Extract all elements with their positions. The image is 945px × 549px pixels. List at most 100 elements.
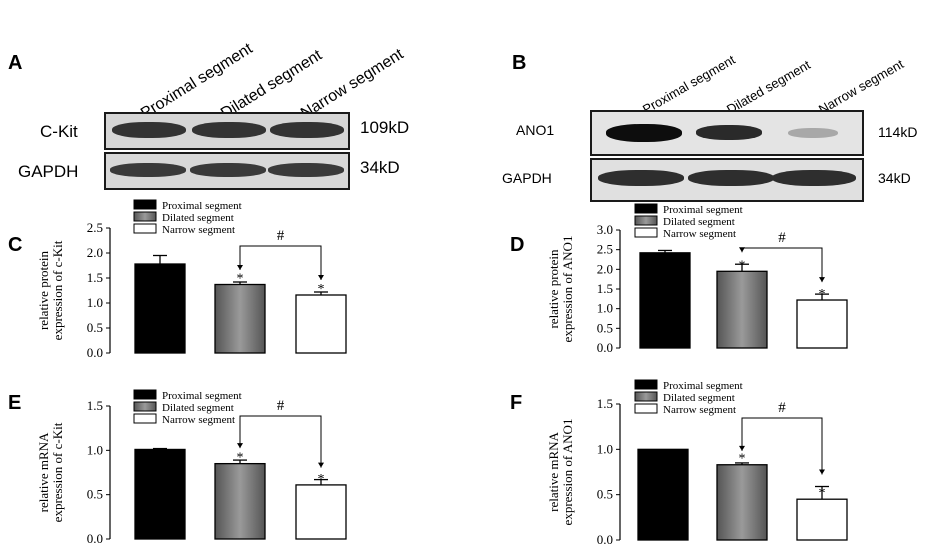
legend-swatch — [634, 403, 658, 414]
bracket-arrow — [739, 445, 745, 451]
y-tick-label: 2.5 — [87, 220, 103, 235]
y-tick-label: 0.0 — [87, 531, 103, 546]
legend-swatch — [133, 413, 157, 424]
bar — [796, 498, 848, 541]
y-tick-label: 0.5 — [87, 487, 103, 502]
protein-label: GAPDH — [18, 162, 79, 181]
legend-label: Dilated segment — [663, 216, 735, 228]
significance-bracket — [239, 245, 322, 280]
blot-band — [112, 122, 186, 138]
legend-label: Dilated segment — [162, 212, 234, 224]
bar — [637, 448, 689, 541]
bar — [716, 464, 768, 541]
bracket-arrow — [739, 247, 745, 253]
blot-band — [598, 170, 684, 186]
significance-hash: # — [778, 230, 786, 246]
size-label: 109kD — [360, 118, 410, 137]
blot-band — [270, 122, 344, 138]
y-tick-label: 0.5 — [597, 320, 613, 335]
significance-bracket — [239, 415, 322, 468]
significance-star: * — [739, 258, 746, 273]
y-tick-label: 3.0 — [597, 222, 613, 237]
blot-band — [696, 125, 762, 140]
bar — [295, 484, 347, 540]
y-tick-label: 2.0 — [597, 261, 613, 276]
significance-star: * — [237, 451, 244, 466]
blot-band — [606, 124, 682, 142]
lane-label: Proximal segment — [640, 51, 738, 117]
bar — [134, 263, 186, 354]
y-tick-label: 0.0 — [597, 340, 613, 355]
legend-swatch — [133, 199, 157, 210]
protein-label: C-Kit — [40, 122, 78, 141]
y-tick-label: 1.0 — [87, 295, 103, 310]
legend-swatch — [133, 389, 157, 400]
legend-swatch — [133, 211, 157, 222]
y-tick-label: 1.5 — [597, 396, 613, 411]
blot-band — [192, 122, 266, 138]
bracket-arrow — [819, 277, 825, 283]
legend-swatch — [634, 391, 658, 402]
y-tick-label: 0.0 — [87, 345, 103, 360]
significance-bracket — [741, 417, 823, 475]
significance-hash: # — [778, 400, 786, 416]
y-tick-label: 0.5 — [87, 320, 103, 335]
significance-star: * — [739, 452, 746, 467]
significance-hash: # — [277, 228, 285, 244]
blot-band — [688, 170, 774, 186]
size-label: 34kD — [360, 158, 400, 177]
legend-label: Proximal segment — [162, 200, 242, 212]
significance-star: * — [318, 282, 325, 297]
bracket-arrow — [237, 265, 243, 270]
bar — [716, 270, 768, 349]
bar-chart-d: 0.0 0.5 1.0 1.5 2.0 2.5 3.0 relative protein exp… — [546, 203, 848, 355]
y-axis-label: relative protein — [36, 250, 51, 330]
panel-label-e: E — [8, 392, 22, 414]
significance-star: * — [819, 287, 826, 302]
legend-swatch — [634, 227, 658, 238]
y-tick-label: 1.5 — [597, 281, 613, 296]
size-label: 114kD — [878, 124, 918, 140]
blot-band — [772, 170, 856, 186]
panel-label-f: F — [510, 392, 523, 414]
legend-label: Narrow segment — [663, 404, 736, 416]
blot-band — [190, 163, 266, 177]
bracket-arrow — [318, 462, 324, 468]
bar — [295, 294, 347, 354]
bar — [134, 448, 186, 540]
y-tick-label: 1.5 — [87, 270, 103, 285]
panel-label-a: A — [8, 52, 23, 74]
bracket-arrow — [318, 275, 324, 280]
legend-label: Dilated segment — [162, 402, 234, 414]
blot-strip-ano1 — [590, 110, 864, 156]
legend-label: Narrow segment — [663, 228, 736, 240]
lane-label: Dilated segment — [724, 57, 813, 117]
blot-band — [268, 163, 344, 177]
bar-chart-e: 0.0 0.5 1.0 1.5 relative mRNA expression of c… — [36, 389, 347, 546]
legend-label: Proximal segment — [663, 204, 743, 216]
y-tick-label: 0.5 — [597, 487, 613, 502]
bar — [796, 299, 848, 349]
lane-label: Narrow segment — [816, 56, 907, 117]
y-tick-label: 1.0 — [87, 442, 103, 457]
significance-star: * — [237, 272, 244, 287]
significance-hash: # — [277, 398, 285, 414]
legend-swatch — [634, 215, 658, 226]
bar-chart-f: 0.0 0.5 1.0 1.5 relative mRNA expression of A… — [546, 379, 848, 547]
blot-strip-ckit — [104, 112, 350, 150]
protein-label: ANO1 — [516, 122, 555, 138]
legend-label: Dilated segment — [663, 392, 735, 404]
y-tick-label: 2.5 — [597, 242, 613, 257]
y-tick-label: 0.0 — [597, 532, 613, 547]
y-axis-label: expression of c-Kit — [50, 240, 65, 340]
y-axis-label: relative protein — [546, 249, 561, 329]
legend-swatch — [634, 203, 658, 214]
y-axis-label: relative mRNA — [36, 432, 51, 512]
bar-chart-c: 0.0 0.5 1.0 1.5 2.0 2.5 relative protein expres… — [36, 199, 347, 360]
y-axis-label: expression of ANO1 — [560, 419, 575, 526]
blot-strip-gapdh — [590, 158, 864, 202]
panel-label-d: D — [510, 234, 525, 256]
y-axis-label: expression of c-Kit — [50, 422, 65, 522]
bar — [639, 252, 691, 349]
y-tick-label: 1.5 — [87, 398, 103, 413]
